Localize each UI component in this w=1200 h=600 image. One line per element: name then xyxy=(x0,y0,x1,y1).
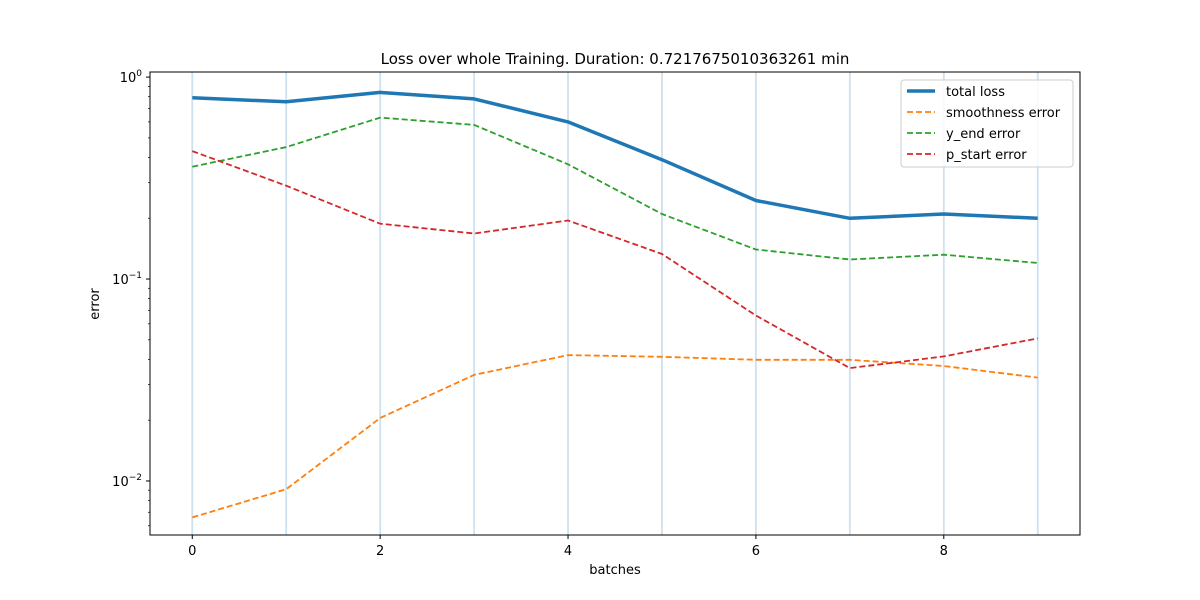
x-tick-label: 8 xyxy=(940,544,948,559)
series-layer xyxy=(191,90,1038,519)
x-tick-label: 0 xyxy=(188,544,196,559)
y-tick-label: 100 xyxy=(120,69,143,86)
series-line-smoothness-error xyxy=(192,354,1038,519)
legend-label: total loss xyxy=(946,85,1005,100)
series-line-total-loss xyxy=(192,90,1038,221)
chart-title: Loss over whole Training. Duration: 0.72… xyxy=(381,50,850,68)
y-axis-label: error xyxy=(88,288,103,320)
y-tick-label: 10−1 xyxy=(112,271,142,288)
legend: total loss smoothness error y_end error p_s… xyxy=(900,79,1074,168)
y-axis-ticks: 100 10−1 10−2 xyxy=(112,69,150,527)
x-axis-label: batches xyxy=(589,563,641,578)
y-tick-label: 10−2 xyxy=(112,473,142,490)
x-axis-ticks: 0 2 4 6 8 xyxy=(188,535,948,559)
series-line-p-start-error xyxy=(191,150,1038,370)
legend-box xyxy=(900,79,1074,168)
x-tick-label: 4 xyxy=(564,544,572,559)
plot-frame xyxy=(149,71,1081,536)
legend-label: smoothness error xyxy=(946,106,1061,121)
legend-label: y_end error xyxy=(946,127,1021,142)
legend-label: p_start error xyxy=(946,148,1027,163)
x-tick-label: 6 xyxy=(752,544,760,559)
series-line-y-end-error xyxy=(192,116,1038,264)
x-tick-label: 2 xyxy=(376,544,384,559)
